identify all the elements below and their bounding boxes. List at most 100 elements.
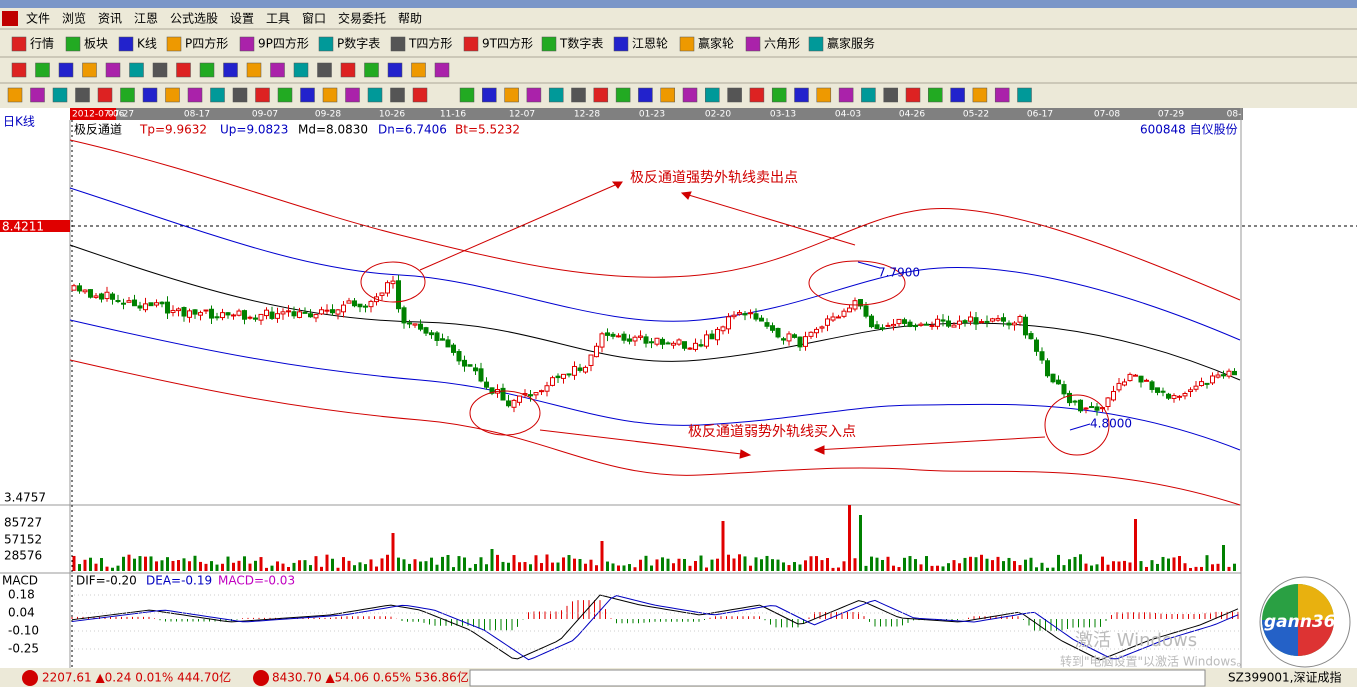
toolbar-icon[interactable]: [705, 87, 720, 103]
toolbar-icon[interactable]: [571, 87, 586, 103]
toolbar-icon[interactable]: [322, 87, 338, 103]
toolbar-icon[interactable]: [11, 36, 27, 52]
toolbar-icon[interactable]: [808, 36, 824, 52]
toolbar-icon[interactable]: [526, 87, 542, 103]
toolbar-button[interactable]: K线: [137, 37, 157, 51]
toolbar-icon[interactable]: [459, 87, 475, 103]
toolbar-button[interactable]: 板块: [84, 37, 108, 51]
toolbar-icon[interactable]: [994, 87, 1010, 103]
toolbar-button[interactable]: P四方形: [185, 36, 228, 51]
toolbar-icon[interactable]: [129, 62, 144, 78]
menu-item[interactable]: 交易委托: [338, 11, 386, 26]
toolbar-icon[interactable]: [794, 87, 809, 103]
menu-item[interactable]: 工具: [266, 12, 290, 26]
toolbar-icon[interactable]: [838, 87, 854, 103]
toolbar-button[interactable]: 9T四方形: [482, 36, 533, 51]
toolbar-button[interactable]: T四方形: [408, 36, 452, 51]
toolbar-icon[interactable]: [1017, 87, 1032, 103]
toolbar-icon[interactable]: [727, 87, 742, 103]
toolbar-icon[interactable]: [142, 87, 158, 103]
toolbar-icon[interactable]: [482, 87, 497, 103]
toolbar-icon[interactable]: [390, 36, 406, 52]
toolbar-icon[interactable]: [593, 87, 609, 103]
toolbar-icon[interactable]: [166, 36, 182, 52]
toolbar-icon[interactable]: [745, 36, 761, 52]
toolbar-icon[interactable]: [504, 87, 519, 103]
toolbar-icon[interactable]: [613, 36, 629, 52]
toolbar-button[interactable]: 赢家轮: [698, 36, 734, 51]
toolbar-icon[interactable]: [638, 87, 653, 103]
toolbar-button[interactable]: 江恩轮: [632, 37, 668, 51]
toolbar-icon[interactable]: [7, 87, 23, 103]
menu-item[interactable]: 文件: [26, 11, 50, 26]
toolbar-icon[interactable]: [317, 62, 332, 78]
menu-item[interactable]: 江恩: [134, 12, 158, 26]
toolbar-button[interactable]: 9P四方形: [258, 36, 309, 51]
menu-item[interactable]: 公式选股: [170, 12, 218, 26]
toolbar-icon[interactable]: [97, 87, 113, 103]
toolbar-icon[interactable]: [255, 87, 270, 103]
toolbar-icon[interactable]: [660, 87, 675, 103]
toolbar-icon[interactable]: [928, 87, 943, 103]
toolbar-icon[interactable]: [771, 87, 787, 103]
toolbar-icon[interactable]: [293, 62, 309, 78]
toolbar-icon[interactable]: [232, 87, 248, 103]
toolbar-button[interactable]: 六角形: [764, 37, 800, 51]
toolbar-icon[interactable]: [152, 62, 168, 78]
menu-item[interactable]: 帮助: [398, 12, 422, 26]
toolbar-icon[interactable]: [120, 87, 135, 103]
toolbar-icon[interactable]: [58, 62, 74, 78]
toolbar-icon[interactable]: [187, 87, 203, 103]
toolbar-icon[interactable]: [270, 62, 285, 78]
toolbar-icon[interactable]: [367, 87, 383, 103]
toolbar-button[interactable]: T数字表: [559, 36, 603, 51]
toolbar-icon[interactable]: [345, 87, 360, 103]
toolbar-button[interactable]: 赢家服务: [827, 36, 875, 51]
toolbar-icon[interactable]: [463, 36, 479, 52]
toolbar-icon[interactable]: [340, 62, 356, 78]
menu-item[interactable]: 设置: [230, 12, 254, 26]
toolbar-icon[interactable]: [165, 87, 180, 103]
toolbar-icon[interactable]: [52, 87, 68, 103]
toolbar-icon[interactable]: [223, 62, 238, 78]
toolbar-icon[interactable]: [972, 87, 988, 103]
toolbar-icon[interactable]: [210, 87, 225, 103]
toolbar-button[interactable]: 行情: [30, 37, 54, 51]
toolbar-icon[interactable]: [548, 87, 564, 103]
toolbar-icon[interactable]: [199, 62, 215, 78]
toolbar-icon[interactable]: [65, 36, 81, 52]
toolbar-icon[interactable]: [246, 62, 262, 78]
toolbar-icon[interactable]: [905, 87, 921, 103]
toolbar-icon[interactable]: [35, 62, 50, 78]
toolbar-icon[interactable]: [387, 62, 403, 78]
toolbar-icon[interactable]: [411, 62, 426, 78]
toolbar-icon[interactable]: [412, 87, 428, 103]
menu-item[interactable]: 浏览: [62, 11, 86, 26]
toolbar-icon[interactable]: [883, 87, 898, 103]
toolbar-icon[interactable]: [318, 36, 334, 52]
toolbar-icon[interactable]: [105, 62, 121, 78]
toolbar-icon[interactable]: [176, 62, 191, 78]
toolbar-icon[interactable]: [682, 87, 698, 103]
toolbar-icon[interactable]: [11, 62, 27, 78]
toolbar-icon[interactable]: [434, 62, 450, 78]
toolbar-icon[interactable]: [300, 87, 315, 103]
menu-item[interactable]: 资讯: [98, 12, 122, 26]
toolbar-icon[interactable]: [679, 36, 695, 52]
toolbar-icon[interactable]: [861, 87, 876, 103]
toolbar-icon[interactable]: [615, 87, 631, 103]
toolbar-button[interactable]: P数字表: [337, 36, 380, 51]
toolbar-icon[interactable]: [749, 87, 765, 103]
toolbar-icon[interactable]: [75, 87, 90, 103]
toolbar-icon[interactable]: [239, 36, 255, 52]
toolbar-icon[interactable]: [364, 62, 379, 78]
toolbar-icon[interactable]: [30, 87, 45, 103]
menu-item[interactable]: 窗口: [302, 12, 326, 26]
toolbar-icon[interactable]: [950, 87, 965, 103]
toolbar-icon[interactable]: [277, 87, 293, 103]
toolbar-icon[interactable]: [82, 62, 97, 78]
toolbar-icon[interactable]: [118, 36, 134, 52]
toolbar-icon[interactable]: [390, 87, 405, 103]
toolbar-icon[interactable]: [816, 87, 832, 103]
toolbar-icon[interactable]: [541, 36, 557, 52]
